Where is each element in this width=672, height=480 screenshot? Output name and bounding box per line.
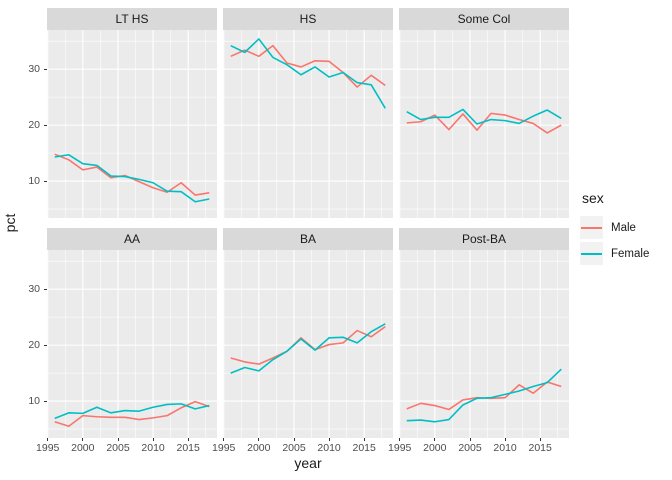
- y-tick-mark: [44, 124, 47, 126]
- y-tick-label: 10: [28, 174, 40, 187]
- x-tick-label: 2010: [141, 442, 165, 454]
- x-tick-mark: [82, 438, 84, 441]
- facet-panel-some-col: [399, 30, 569, 218]
- y-tick-label: 20: [28, 338, 40, 351]
- y-tick-mark: [44, 180, 47, 182]
- facet-strip-aa: AA: [47, 228, 217, 250]
- x-tick-mark: [47, 438, 49, 441]
- line-female: [54, 153, 210, 203]
- facet-strip-ba: BA: [223, 228, 393, 250]
- facet-panel-hs: [223, 30, 393, 218]
- x-tick-label: 1995: [36, 442, 60, 454]
- line-female: [406, 368, 562, 423]
- x-axis-col-3: 1995 2000 2005 2010 2015: [388, 438, 569, 458]
- line-female: [406, 108, 562, 125]
- x-tick-label: 1995: [212, 442, 236, 454]
- legend-label-male: Male: [611, 221, 636, 234]
- y-tick-mark: [44, 400, 47, 402]
- facet-strip-hs: HS: [223, 8, 393, 30]
- x-tick-mark: [328, 438, 330, 441]
- y-axis-row-1: 10 20 30: [0, 30, 47, 218]
- x-tick-mark: [469, 438, 471, 441]
- y-tick-label: 30: [28, 62, 40, 75]
- x-tick-mark: [293, 438, 295, 441]
- x-tick-label: 2010: [493, 442, 517, 454]
- facet-strip-label: Post-BA: [461, 232, 506, 246]
- facet-strip-post-ba: Post-BA: [399, 228, 569, 250]
- y-tick-label: 20: [28, 118, 40, 131]
- x-tick-label: 2000: [247, 442, 271, 454]
- facet-strip-some-col: Some Col: [399, 8, 569, 30]
- x-axis-col-2: 1995 2000 2005 2010 2015: [212, 438, 393, 458]
- facet-strip-lt-hs: LT HS: [47, 8, 217, 30]
- facet-panel-aa: [47, 250, 217, 438]
- y-tick-mark: [44, 68, 47, 70]
- x-tick-label: 2005: [106, 442, 130, 454]
- x-tick-label: 2015: [176, 442, 200, 454]
- facet-panel-lt-hs: [47, 30, 217, 218]
- x-tick-mark: [258, 438, 260, 441]
- x-tick-label: 2000: [423, 442, 447, 454]
- facet-strip-label: LT HS: [115, 12, 149, 26]
- x-tick-mark: [223, 438, 225, 441]
- x-tick-mark: [187, 438, 189, 441]
- legend-key-male: [580, 216, 603, 239]
- line-male: [54, 400, 210, 428]
- legend-label-female: Female: [611, 247, 650, 260]
- y-tick-mark: [44, 288, 47, 290]
- line-male: [406, 112, 562, 134]
- facet-strip-label: AA: [123, 232, 140, 246]
- x-axis-title: year: [294, 455, 322, 471]
- facet-strip-label: BA: [299, 232, 316, 246]
- x-tick-mark: [363, 438, 365, 441]
- facet-panel-ba: [223, 250, 393, 438]
- line-male: [230, 44, 386, 88]
- x-tick-mark: [434, 438, 436, 441]
- legend-key-female: [580, 242, 603, 265]
- x-tick-mark: [117, 438, 119, 441]
- x-axis-col-1: 1995 2000 2005 2010 2015: [36, 438, 217, 458]
- line-female: [230, 323, 386, 374]
- x-tick-label: 2015: [528, 442, 552, 454]
- x-tick-label: 2010: [317, 442, 341, 454]
- x-tick-label: 2005: [458, 442, 482, 454]
- x-tick-label: 2015: [352, 442, 376, 454]
- line-female: [230, 38, 386, 109]
- line-female: [54, 403, 210, 420]
- legend-title: sex: [582, 190, 604, 206]
- legend-line-female-icon: [581, 252, 602, 255]
- y-tick-label: 10: [28, 394, 40, 407]
- legend: sex Male Female: [580, 190, 649, 268]
- x-tick-mark: [539, 438, 541, 441]
- x-tick-label: 2000: [71, 442, 95, 454]
- x-tick-mark: [152, 438, 154, 441]
- y-tick-label: 30: [28, 282, 40, 295]
- facet-strip-label: HS: [299, 12, 317, 26]
- y-axis-row-2: 10 20 30: [0, 250, 47, 438]
- x-tick-label: 2005: [282, 442, 306, 454]
- legend-line-male-icon: [581, 226, 602, 229]
- facet-strip-label: Some Col: [457, 12, 511, 26]
- y-tick-mark: [44, 344, 47, 346]
- x-tick-label: 1995: [388, 442, 412, 454]
- x-tick-mark: [504, 438, 506, 441]
- x-tick-mark: [399, 438, 401, 441]
- line-male: [406, 381, 562, 411]
- facet-panel-post-ba: [399, 250, 569, 438]
- legend-item-female: Female: [580, 242, 649, 265]
- legend-item-male: Male: [580, 216, 649, 239]
